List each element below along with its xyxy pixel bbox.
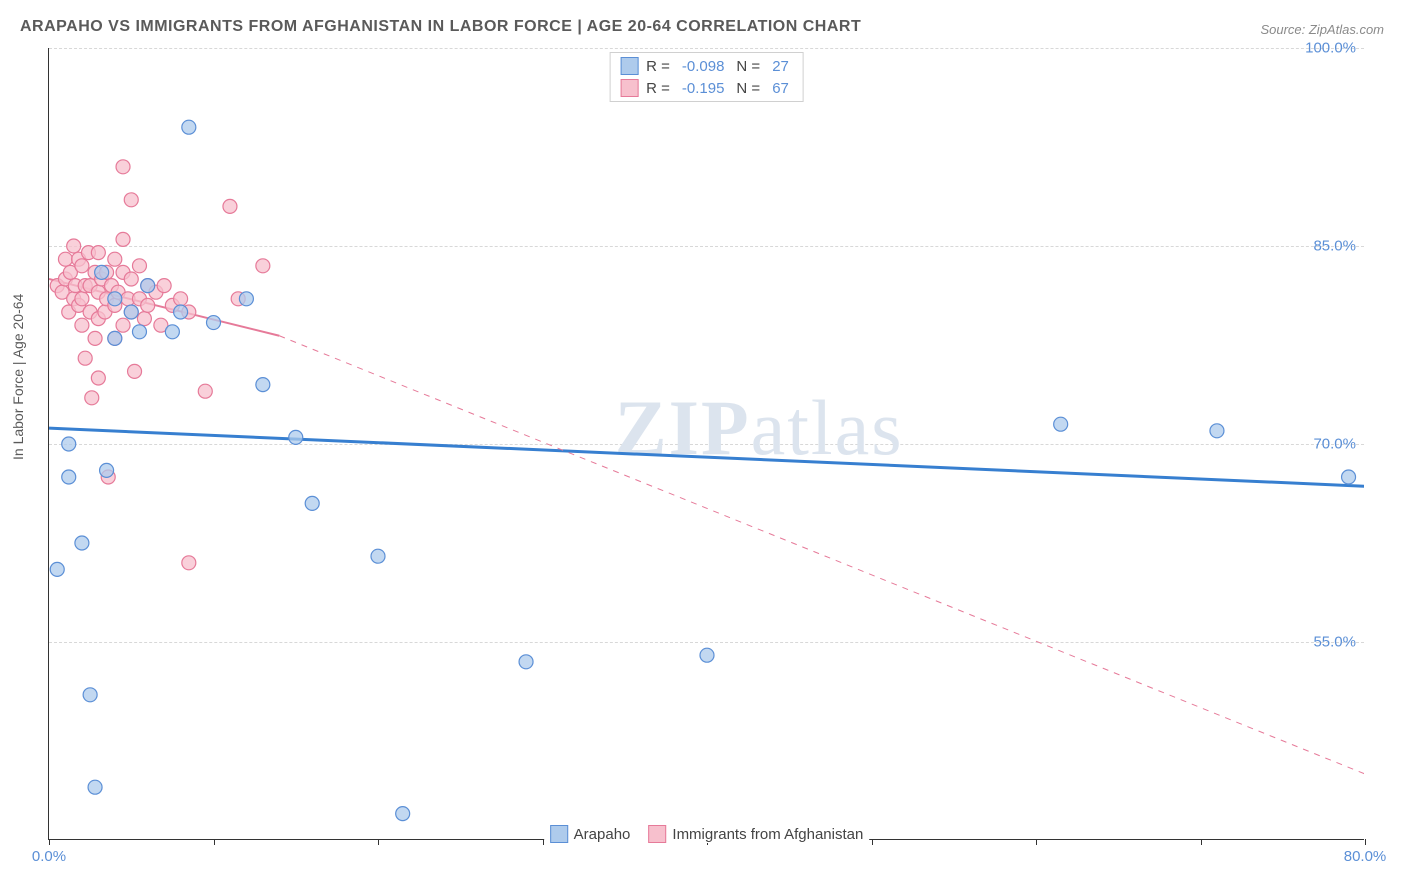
chart-title: ARAPAHO VS IMMIGRANTS FROM AFGHANISTAN I… [20, 18, 861, 36]
legend-item-afghan: Immigrants from Afghanistan [648, 825, 863, 843]
legend-row-afghan: R = -0.195 N = 67 [620, 79, 793, 97]
swatch-icon [620, 57, 638, 75]
legend-item-arapaho: Arapaho [550, 825, 631, 843]
x-tick-label: 0.0% [32, 848, 66, 865]
source-attribution: Source: ZipAtlas.com [1260, 22, 1384, 37]
swatch-icon [550, 825, 568, 843]
x-tick-label: 80.0% [1344, 848, 1387, 865]
correlation-legend: R = -0.098 N = 27 R = -0.195 N = 67 [609, 52, 804, 102]
swatch-icon [620, 79, 638, 97]
series-legend: Arapaho Immigrants from Afghanistan [544, 825, 870, 843]
y-axis-label: In Labor Force | Age 20-64 [10, 294, 26, 460]
plot-area: ZIPatlas R = -0.098 N = 27 R = -0.195 N … [48, 48, 1364, 840]
chart-svg [49, 48, 1364, 839]
legend-row-arapaho: R = -0.098 N = 27 [620, 57, 793, 75]
swatch-icon [648, 825, 666, 843]
